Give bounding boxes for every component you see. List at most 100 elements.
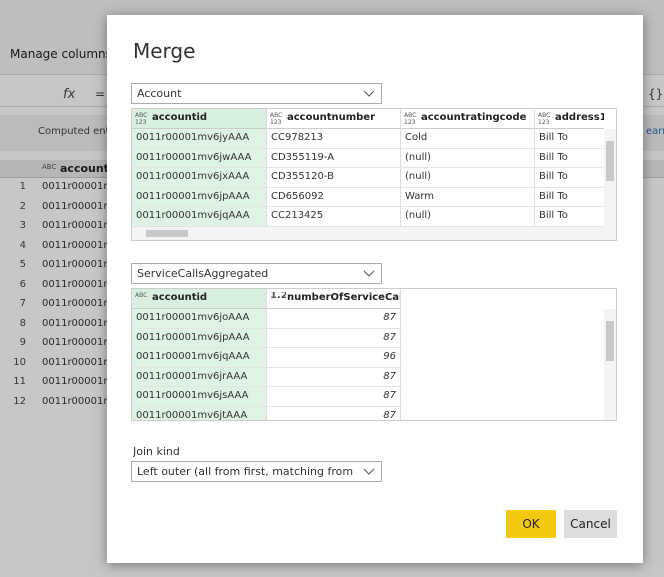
cell: CC978213 <box>267 129 401 149</box>
cell-text: 87 <box>383 390 396 401</box>
cell-text: (null) <box>405 151 432 163</box>
cell-text: Warm <box>405 190 435 202</box>
row-number: 5 <box>19 259 26 270</box>
cell: CD656092 <box>267 187 401 207</box>
cell-text: 96 <box>383 351 396 362</box>
chevron <box>363 270 375 277</box>
ok-button[interactable]: OK <box>506 510 556 538</box>
scrollbar-vertical[interactable] <box>604 129 616 227</box>
cell-text: 0011r00001mv6joAAA <box>136 312 250 323</box>
cell-text: 0011r00001mv6jrAAA <box>136 370 248 382</box>
row-number: 4 <box>19 239 26 251</box>
cell: 0011r00001m <box>42 259 114 270</box>
formula-text: = <box>95 87 106 101</box>
cancel-button[interactable]: Cancel <box>564 510 617 538</box>
row-number: 12 <box>13 395 26 407</box>
type-label: 123 <box>135 119 147 126</box>
cell-text: 0011r00001mv6jwAAA <box>136 151 252 163</box>
type-label: 1.2 <box>270 292 286 299</box>
cell: 0011r00001m <box>42 239 114 251</box>
cell-text: 0011r00001mv6jsAAA <box>136 390 249 401</box>
column-header[interactable]: 1.2 numberOfServiceCalls <box>267 289 401 309</box>
row-number: 10 <box>13 356 26 368</box>
cell-text: CC213425 <box>271 210 324 221</box>
type-icon: ABC 123 <box>404 112 420 126</box>
scrollbar-horizontal[interactable] <box>132 227 616 240</box>
cell-text: CD355120-B <box>271 171 334 182</box>
cell-text: (null) <box>405 210 432 221</box>
cell: 87 <box>267 387 401 407</box>
column-header[interactable]: ABC accountid <box>132 289 267 309</box>
column-header[interactable]: ABC123address1_addr <box>535 109 604 129</box>
cell: (null) <box>401 148 535 168</box>
table-body: ABC accountid 0011r00001mv6joAAA 0011r00001… <box>132 289 604 420</box>
row-number: 9 <box>19 337 26 348</box>
cell: 0011r00001mv6jtAAA <box>132 406 267 421</box>
cell-text: Bill To <box>539 210 568 221</box>
label: Join kind <box>133 445 180 458</box>
cell: (null) <box>401 207 535 227</box>
type-icon: ABC 123 <box>135 112 151 126</box>
scrollbar-vertical[interactable] <box>604 309 616 420</box>
cell: 0011r00001mv6jyAAA <box>132 129 267 149</box>
column-name: accountid <box>152 292 208 303</box>
column-header[interactable]: ABC 123 accountnumber <box>267 109 401 129</box>
cell: Bill To <box>535 187 604 207</box>
column-header[interactable]: ABC 123 accountratingcode <box>401 109 535 129</box>
table-body: ABC 123 accountid 0011r00001mv6jyAAA 0011r00… <box>132 109 604 227</box>
cell: CD355119-A <box>267 148 401 168</box>
column-header[interactable]: ABC 123 accountid <box>132 109 267 129</box>
type-label: ABC <box>404 112 417 119</box>
cell: 0011r00001m <box>42 317 114 329</box>
cell: 0011r00001mv6jrAAA <box>132 367 267 387</box>
banner-link[interactable]: earn <box>646 126 664 137</box>
type-icon: ABC <box>42 163 57 171</box>
cell-text: Bill To <box>539 190 568 202</box>
row-number: 2 <box>19 200 26 212</box>
cell: 0011r00001m <box>42 200 114 212</box>
cell: 0011r00001mv6jxAAA <box>132 168 267 188</box>
cell: 0011r00001m <box>42 181 114 192</box>
cell: 0011r00001mv6jwAAA <box>132 148 267 168</box>
cell: 87 <box>267 406 401 421</box>
dropdown-text: ServiceCallsAggregated <box>137 267 269 280</box>
chevron <box>363 468 375 475</box>
cell-text: 87 <box>383 370 396 382</box>
row-number: 11 <box>13 376 26 387</box>
cell: 87 <box>267 367 401 387</box>
formula-icon: fx <box>63 87 76 102</box>
cell: CD355120-B <box>267 168 401 188</box>
dropdown[interactable]: ServiceCallsAggregated <box>131 263 382 284</box>
toolbar-button[interactable]: Manage columns <box>10 47 112 61</box>
type-label: ABC <box>270 112 283 119</box>
cell: 0011r00001m <box>42 337 114 348</box>
table: ABC accountid 0011r00001mv6joAAA 0011r00001… <box>131 288 617 421</box>
dialog: Merge Account ABC 123 accountid 0011r00001mv6… <box>107 15 643 563</box>
cell: Bill To <box>535 168 604 188</box>
cell-text: (null) <box>405 171 432 182</box>
cell: 0011r00001mv6joAAA <box>132 309 267 329</box>
cell: 0011r00001mv6jqAAA <box>132 348 267 368</box>
cell: CC213425 <box>267 207 401 227</box>
cell: 0011r00001m <box>42 356 114 368</box>
dropdown-text: Account <box>137 87 182 100</box>
column-name: numberOfServiceCalls <box>287 292 401 303</box>
cell: 96 <box>267 348 401 368</box>
cell-text: CC978213 <box>271 132 324 143</box>
cell-text: 87 <box>383 409 396 421</box>
cell: 0011r00001m <box>42 220 114 231</box>
cell-text: 0011r00001mv6jtAAA <box>136 409 248 421</box>
type-icon: ABC 123 <box>538 112 554 126</box>
type-label: ABC <box>135 292 148 299</box>
cell: Warm <box>401 187 535 207</box>
banner-text: Computed enti <box>38 126 113 137</box>
row-number: 3 <box>19 220 26 231</box>
row-number: 1 <box>19 181 26 192</box>
cell-text: Bill To <box>539 151 568 163</box>
cell: (null) <box>401 168 535 188</box>
cell-text: 0011r00001mv6jqAAA <box>136 351 250 362</box>
dropdown[interactable]: Left outer (all from first, matching fro… <box>131 461 382 482</box>
scroll-thumb <box>606 141 614 181</box>
dropdown[interactable]: Account <box>131 83 382 104</box>
row-number: 6 <box>19 278 26 290</box>
